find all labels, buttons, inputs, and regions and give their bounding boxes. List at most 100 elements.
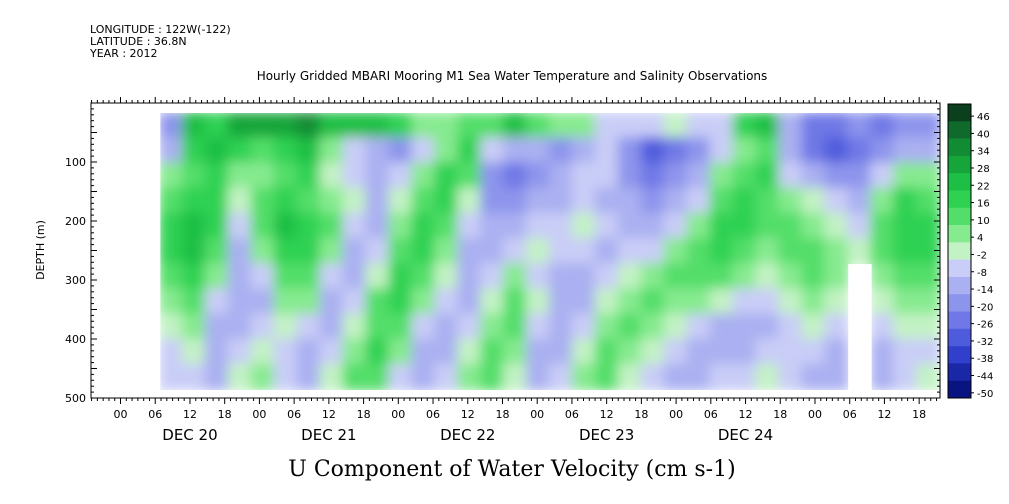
heatmap-cell xyxy=(273,112,299,140)
colorbar-swatch xyxy=(948,155,971,174)
heatmap-cell xyxy=(365,313,391,341)
heatmap-cell xyxy=(411,237,437,266)
heatmap-cell xyxy=(434,137,460,165)
heatmap-cell xyxy=(824,313,850,341)
heatmap-cell xyxy=(571,338,597,366)
heatmap-cell xyxy=(158,137,184,165)
heatmap-cell xyxy=(824,112,850,140)
no-data-cell xyxy=(136,163,161,190)
no-data-cell xyxy=(136,289,161,315)
heatmap-cell xyxy=(181,338,207,366)
x-tick-label: 06 xyxy=(843,408,857,421)
heatmap-cell xyxy=(319,162,345,190)
heatmap-cell xyxy=(617,212,643,240)
heatmap-cell xyxy=(204,137,230,165)
heatmap-cell xyxy=(204,288,230,316)
heatmap-cell xyxy=(847,137,873,165)
heatmap-cell xyxy=(342,137,368,165)
heatmap-cell xyxy=(893,363,919,391)
colorbar-label: -50 xyxy=(977,389,993,400)
no-data-cell xyxy=(136,138,161,164)
heatmap-cell xyxy=(663,162,689,190)
heatmap-cell xyxy=(434,263,460,291)
heatmap-cell xyxy=(824,212,850,240)
heatmap-cell xyxy=(778,212,804,240)
colorbar-swatch xyxy=(948,225,971,243)
x-tick-label: 00 xyxy=(252,408,266,421)
heatmap-cell xyxy=(617,137,643,165)
heatmap-cell xyxy=(296,363,322,391)
heatmap-cell xyxy=(296,338,322,366)
heatmap-cell xyxy=(388,288,414,316)
colorbar-label: -2 xyxy=(977,250,987,261)
heatmap-cell xyxy=(503,338,528,366)
heatmap-cell xyxy=(250,212,276,240)
heatmap-cell xyxy=(181,162,207,190)
heatmap-cell xyxy=(342,338,368,366)
heatmap-cell xyxy=(411,313,437,341)
heatmap-cell xyxy=(273,187,299,215)
heatmap-cell xyxy=(732,137,758,165)
no-data-cell xyxy=(91,314,115,341)
heatmap-cell xyxy=(480,288,506,316)
heatmap-cell xyxy=(250,313,276,341)
heatmap-cell xyxy=(227,263,253,291)
heatmap-cell xyxy=(640,187,666,215)
heatmap-cell xyxy=(181,237,207,266)
heatmap-cell xyxy=(388,187,414,215)
heatmap-cell xyxy=(663,313,689,341)
heatmap-cell xyxy=(893,338,919,366)
heatmap-cell xyxy=(893,288,919,316)
heatmap-cell xyxy=(204,187,230,215)
heatmap-cell xyxy=(548,313,574,341)
no-data-cell xyxy=(848,314,872,341)
heatmap-cell xyxy=(273,263,299,291)
heatmap-cell xyxy=(686,363,712,391)
heatmap-cell xyxy=(480,237,506,266)
heatmap-cell xyxy=(525,313,551,341)
colorbar-label: -32 xyxy=(977,337,993,348)
heatmap-cell xyxy=(525,212,551,240)
heatmap-cell xyxy=(686,162,712,190)
heatmap-cell xyxy=(594,112,620,140)
heatmap-cell xyxy=(525,363,551,391)
heatmap-cell xyxy=(778,288,804,316)
heatmap-cell xyxy=(893,112,919,140)
no-data-cell xyxy=(91,289,115,315)
heatmap-cell xyxy=(273,237,299,266)
heatmap-cell xyxy=(365,263,391,291)
heatmap-cell xyxy=(365,212,391,240)
heatmap-cell xyxy=(319,137,345,165)
heatmap-cell xyxy=(594,137,620,165)
colorbar-swatch xyxy=(948,190,971,209)
x-tick-label: 12 xyxy=(183,408,197,421)
heatmap-cell xyxy=(319,263,345,291)
heatmap-cell xyxy=(525,112,551,140)
heatmap-cell xyxy=(571,363,597,391)
heatmap-cell xyxy=(411,288,437,316)
heatmap-cell xyxy=(227,212,253,240)
heatmap-cell xyxy=(663,187,689,215)
colorbar-label: -8 xyxy=(977,268,987,279)
heatmap-cell xyxy=(434,162,460,190)
heatmap-cell xyxy=(296,137,322,165)
heatmap-cell xyxy=(411,112,437,140)
heatmap-cell xyxy=(732,263,758,291)
heatmap-cell xyxy=(870,313,896,341)
chart-title: Hourly Gridded MBARI Mooring M1 Sea Wate… xyxy=(257,69,768,83)
heatmap-cell xyxy=(617,363,643,391)
heatmap-cell xyxy=(273,363,299,391)
heatmap-cell xyxy=(709,162,735,190)
heatmap-cell xyxy=(273,162,299,190)
heatmap-cell xyxy=(296,288,322,316)
heatmap-cell xyxy=(640,237,666,266)
x-tick-label: 00 xyxy=(808,408,822,421)
heatmap-cell xyxy=(342,187,368,215)
no-data-cell xyxy=(91,339,115,366)
heatmap-cell xyxy=(204,112,230,140)
heatmap-cell xyxy=(296,313,322,341)
heatmap-cell xyxy=(571,212,597,240)
heatmap-cell xyxy=(663,112,689,140)
heatmap-cell xyxy=(227,363,253,391)
heatmap-cell xyxy=(801,363,827,391)
